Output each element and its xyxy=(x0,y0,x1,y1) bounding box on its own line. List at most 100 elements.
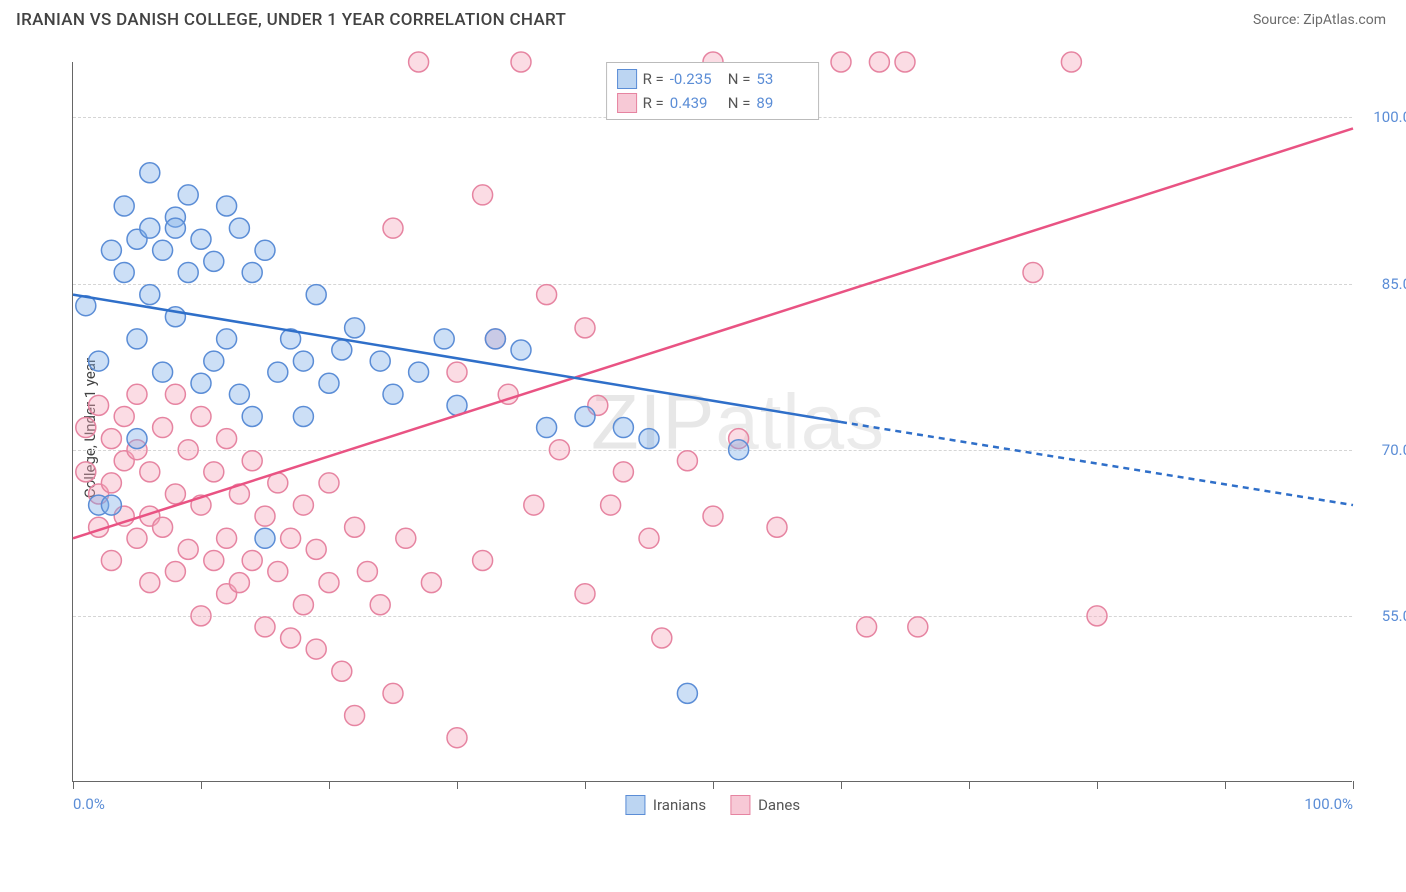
data-point xyxy=(127,429,147,449)
data-point xyxy=(255,506,275,526)
data-point xyxy=(191,373,211,393)
data-point xyxy=(178,185,198,205)
x-tick-label-max: 100.0% xyxy=(1304,795,1353,813)
data-point xyxy=(204,251,224,271)
stats-row-1: R = -0.235 N = 53 xyxy=(617,67,809,91)
data-point xyxy=(639,528,659,548)
data-point xyxy=(165,218,185,238)
data-point xyxy=(101,495,121,515)
data-point xyxy=(178,262,198,282)
data-point xyxy=(345,706,365,726)
trend-line xyxy=(73,128,1353,538)
data-point xyxy=(357,562,377,582)
source-attribution: Source: ZipAtlas.com xyxy=(1253,12,1386,28)
data-point xyxy=(114,262,134,282)
data-point xyxy=(255,528,275,548)
data-point xyxy=(153,418,173,438)
data-point xyxy=(421,573,441,593)
data-point xyxy=(140,163,160,183)
data-point xyxy=(229,573,249,593)
data-point xyxy=(613,418,633,438)
stats-legend-box: R = -0.235 N = 53 R = 0.439 N = 89 xyxy=(606,62,820,120)
chart-container: College, Under 1 year ZIPatlas R = -0.23… xyxy=(48,48,1388,808)
plot-svg xyxy=(73,62,1352,781)
data-point xyxy=(908,617,928,637)
legend-label-2: Danes xyxy=(758,796,800,814)
data-point xyxy=(332,340,352,360)
data-point xyxy=(293,595,313,615)
data-point xyxy=(345,318,365,338)
data-point xyxy=(89,395,109,415)
data-point xyxy=(332,661,352,681)
data-point xyxy=(229,218,249,238)
data-point xyxy=(127,384,147,404)
data-point xyxy=(575,584,595,604)
data-point xyxy=(165,384,185,404)
data-point xyxy=(485,329,505,349)
data-point xyxy=(729,440,749,460)
data-point xyxy=(537,285,557,305)
data-point xyxy=(255,240,275,260)
data-point xyxy=(677,451,697,471)
data-point xyxy=(575,318,595,338)
data-point xyxy=(268,562,288,582)
trend-line xyxy=(841,422,1353,505)
data-point xyxy=(447,728,467,748)
data-point xyxy=(383,683,403,703)
x-tick xyxy=(329,781,330,789)
data-point xyxy=(191,229,211,249)
r-label-2: R = xyxy=(643,91,664,115)
data-point xyxy=(153,240,173,260)
x-tick xyxy=(1097,781,1098,789)
legend-item-2: Danes xyxy=(730,795,800,815)
data-point xyxy=(101,550,121,570)
data-point xyxy=(101,473,121,493)
data-point xyxy=(255,617,275,637)
data-point xyxy=(127,329,147,349)
legend-swatch-1 xyxy=(625,795,645,815)
legend-bottom: Iranians Danes xyxy=(625,795,800,815)
data-point xyxy=(217,528,237,548)
data-point xyxy=(229,384,249,404)
data-point xyxy=(217,429,237,449)
data-point xyxy=(268,362,288,382)
data-point xyxy=(178,539,198,559)
data-point xyxy=(204,462,224,482)
data-point xyxy=(319,373,339,393)
r-label-1: R = xyxy=(643,67,664,91)
data-point xyxy=(306,539,326,559)
data-point xyxy=(767,517,787,537)
data-point xyxy=(409,52,429,72)
data-point xyxy=(1087,606,1107,626)
data-point xyxy=(409,362,429,382)
x-tick-label-min: 0.0% xyxy=(73,795,105,813)
x-tick xyxy=(841,781,842,789)
data-point xyxy=(89,351,109,371)
data-point xyxy=(383,218,403,238)
x-tick xyxy=(713,781,714,789)
legend-label-1: Iranians xyxy=(653,796,706,814)
data-point xyxy=(217,329,237,349)
data-point xyxy=(140,218,160,238)
data-point xyxy=(613,462,633,482)
data-point xyxy=(652,628,672,648)
data-point xyxy=(293,406,313,426)
x-tick xyxy=(1225,781,1226,789)
n-value-2: 89 xyxy=(756,91,808,115)
data-point xyxy=(319,573,339,593)
x-tick xyxy=(73,781,74,789)
x-tick xyxy=(969,781,970,789)
data-point xyxy=(370,595,390,615)
y-tick-label: 85.0% xyxy=(1362,275,1406,293)
x-tick xyxy=(201,781,202,789)
data-point xyxy=(242,262,262,282)
y-tick-label: 55.0% xyxy=(1362,607,1406,625)
data-point xyxy=(473,550,493,570)
data-point xyxy=(293,351,313,371)
data-point xyxy=(153,517,173,537)
data-point xyxy=(831,52,851,72)
data-point xyxy=(345,517,365,537)
data-point xyxy=(281,528,301,548)
data-point xyxy=(204,550,224,570)
plot-area: ZIPatlas R = -0.235 N = 53 R = 0.439 N =… xyxy=(72,62,1352,782)
